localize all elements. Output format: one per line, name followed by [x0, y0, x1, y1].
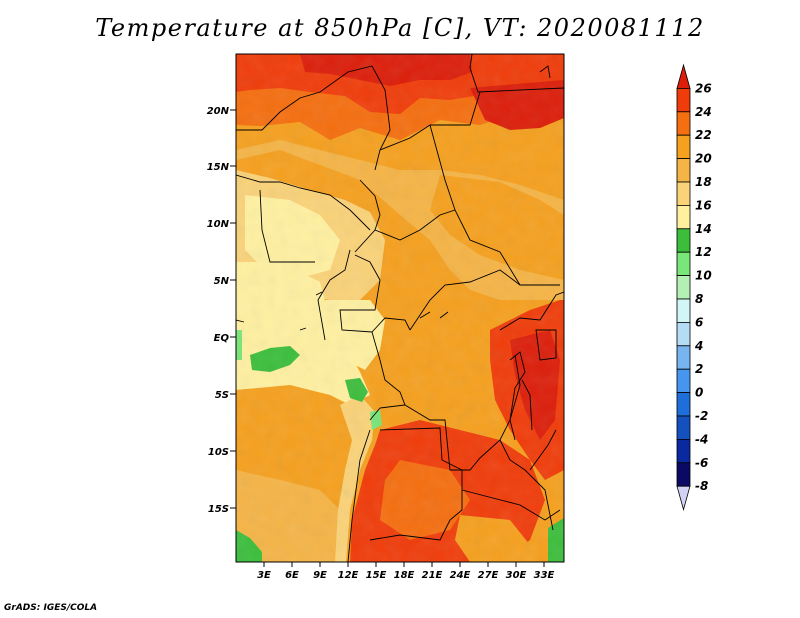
colorbar-segment — [676, 204, 691, 230]
colorbar-segment — [676, 228, 691, 253]
colorbar-segment — [676, 438, 691, 464]
colorbar-segment — [676, 368, 691, 394]
colorbar-label: 14 — [695, 222, 712, 236]
colorbar-segment — [676, 345, 691, 370]
colorbar-segment — [676, 275, 691, 300]
colorbar-segment — [676, 298, 691, 323]
colorbar-label: 20 — [695, 152, 712, 166]
lon-label-27e: 27E — [478, 570, 499, 581]
lon-label-21e: 21E — [422, 570, 443, 581]
latitude-axis — [230, 109, 236, 509]
grads-credit: GrADS: IGES/COLA — [4, 603, 98, 613]
lat-label-5s: 5S — [215, 390, 229, 401]
colorbar-label: 16 — [695, 198, 712, 212]
colorbar-segment — [676, 392, 691, 417]
colorbar-label: -2 — [695, 409, 708, 423]
colorbar-label: -4 — [695, 432, 708, 446]
country-borders — [236, 54, 564, 562]
colorbar-segment — [676, 158, 691, 183]
lat-label-15n: 15N — [207, 162, 230, 173]
lon-label-18e: 18E — [394, 570, 415, 581]
lon-label-15e: 15E — [366, 570, 387, 581]
colorbar-segment — [676, 321, 691, 347]
lon-label-3e: 3E — [257, 570, 271, 581]
colorbar-label: -8 — [695, 479, 708, 493]
colorbar-label: 0 — [695, 386, 703, 400]
lon-label-6e: 6E — [285, 570, 299, 581]
lat-label-10n: 10N — [207, 219, 230, 230]
lat-label-eq: EQ — [214, 333, 230, 344]
map-title: Temperature at 850hPa [C], VT: 202008111… — [95, 14, 705, 42]
lat-label-5n: 5N — [214, 276, 230, 287]
colorbar-segment — [676, 485, 691, 512]
colorbar-segment — [676, 181, 691, 206]
longitude-axis — [263, 562, 545, 567]
lon-label-9e: 9E — [313, 570, 327, 581]
colorbar-label: 26 — [695, 81, 712, 95]
colorbar-label: 24 — [695, 105, 712, 119]
colorbar-label: -6 — [695, 456, 708, 470]
colorbar-label: 22 — [695, 128, 712, 142]
colorbar-label: 18 — [695, 175, 712, 189]
colorbar-label: 4 — [694, 339, 703, 353]
colorbar-label: 8 — [695, 292, 703, 306]
lon-label-30e: 30E — [506, 570, 527, 581]
temperature-field — [236, 54, 564, 562]
colorbar-segment — [676, 462, 691, 487]
colorbar-segment — [676, 88, 691, 113]
colorbar-segment — [676, 111, 691, 136]
colorbar-segment — [676, 63, 691, 89]
colorbar-label: 6 — [695, 315, 703, 329]
colorbar-label: 12 — [695, 245, 712, 259]
lat-label-15s: 15S — [208, 504, 229, 515]
colorbar-segment — [676, 415, 691, 440]
colorbar-segment — [676, 134, 691, 159]
lon-label-24e: 24E — [450, 570, 471, 581]
lon-label-33e: 33E — [534, 570, 555, 581]
lat-label-10s: 10S — [208, 447, 229, 458]
lat-label-20n: 20N — [207, 106, 230, 117]
colorbar-label: 2 — [695, 362, 703, 376]
colorbar-label: 10 — [695, 269, 712, 283]
lon-label-12e: 12E — [338, 570, 359, 581]
colorbar-segment — [676, 251, 691, 276]
map-frame — [235, 53, 565, 563]
